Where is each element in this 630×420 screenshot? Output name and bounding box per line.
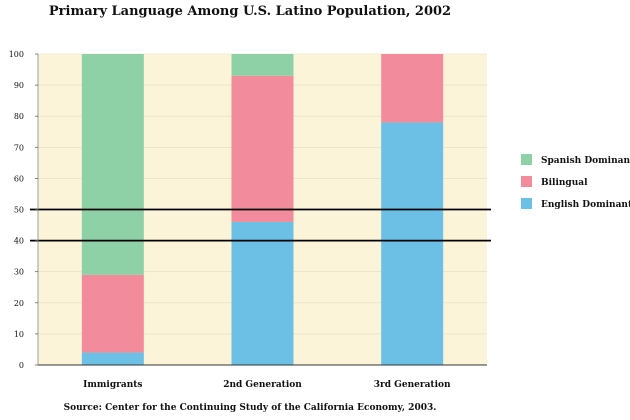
legend-label: Spanish Dominant bbox=[541, 156, 630, 166]
bar-segment bbox=[231, 54, 294, 76]
y-tick-label: 50 bbox=[14, 206, 24, 215]
chart-title: Primary Language Among U.S. Latino Popul… bbox=[48, 4, 452, 19]
y-tick-label: 80 bbox=[14, 112, 24, 121]
bar-segment bbox=[81, 352, 144, 365]
bars bbox=[81, 54, 444, 365]
y-tick-labels: 0 10 20 30 40 50 60 70 80 90 100 bbox=[9, 50, 38, 370]
y-tick-label: 20 bbox=[14, 299, 24, 308]
y-tick-label: 0 bbox=[19, 361, 24, 370]
x-category-labels: Immigrants 2nd Generation 3rd Generation bbox=[83, 380, 451, 390]
legend-swatch bbox=[521, 198, 532, 209]
chart-source: Source: Center for the Continuing Study … bbox=[63, 403, 437, 413]
reference-lines bbox=[30, 208, 491, 242]
bar-segment bbox=[81, 274, 144, 353]
y-tick-label: 60 bbox=[14, 174, 24, 183]
y-tick-label: 90 bbox=[14, 81, 24, 90]
legend-label: Bilingual bbox=[541, 178, 588, 188]
y-tick-label: 10 bbox=[14, 330, 24, 339]
bar-segment bbox=[381, 54, 444, 123]
y-tick-label: 100 bbox=[9, 50, 24, 59]
y-tick-label: 30 bbox=[14, 268, 24, 277]
y-tick-label: 70 bbox=[14, 143, 24, 152]
bar-segment bbox=[81, 54, 144, 275]
bar-segment bbox=[231, 221, 294, 365]
bar-segment bbox=[381, 122, 444, 365]
y-tick-label: 40 bbox=[14, 237, 24, 246]
legend-label: English Dominant bbox=[541, 200, 630, 210]
x-category-label: 3rd Generation bbox=[374, 380, 451, 390]
x-category-label: 2nd Generation bbox=[223, 380, 302, 390]
x-category-label: Immigrants bbox=[83, 380, 142, 390]
bar-segment bbox=[231, 75, 294, 222]
legend-swatch bbox=[521, 176, 532, 187]
legend: Spanish Dominant Bilingual English Dominan… bbox=[521, 154, 630, 210]
legend-swatch bbox=[521, 154, 532, 165]
